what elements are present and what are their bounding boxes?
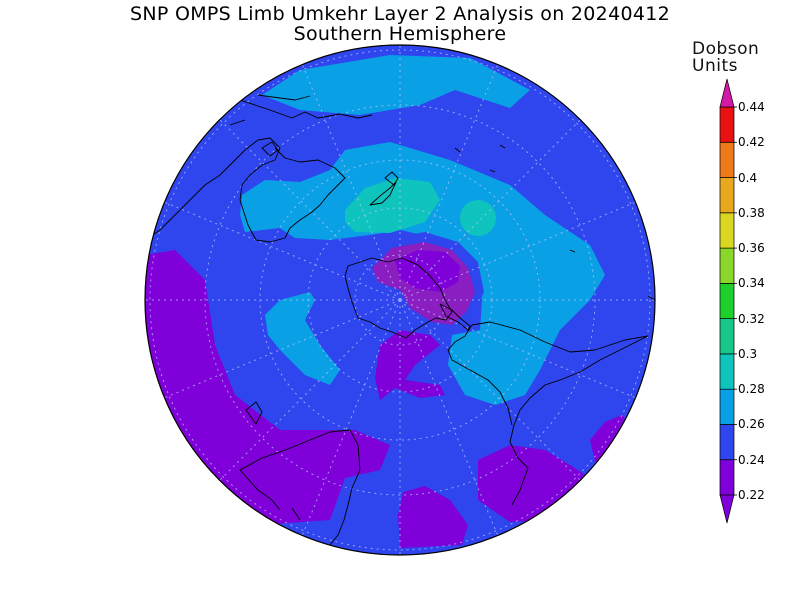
ozone-mid-region-central <box>240 142 605 405</box>
colorbar-label: 0.32 <box>738 311 765 326</box>
madagascar-coastline <box>245 401 263 425</box>
meridian-135 <box>399 119 581 301</box>
ozone-low-region-west <box>145 250 390 525</box>
colorbar-segment <box>719 459 735 496</box>
meridian-315 <box>399 299 581 481</box>
colorbar-segment <box>719 424 735 461</box>
antarctica-coastline <box>344 257 453 339</box>
colorbar-segment <box>719 247 735 284</box>
ozone-mid-region-north <box>262 55 530 115</box>
tasmania-coastline <box>261 141 279 157</box>
colorbar <box>719 78 737 524</box>
colorbar-label: 0.24 <box>738 452 765 467</box>
ozone-low-region-center <box>375 330 445 400</box>
pacific-islands <box>454 144 655 301</box>
colorbar-segment <box>719 318 735 355</box>
meridian-337 <box>399 63 499 301</box>
meridian-157 <box>301 299 401 537</box>
new-zealand-coastline <box>369 171 399 206</box>
colorbar-segment <box>719 212 735 249</box>
latitude-circle-20s <box>204 104 596 496</box>
colorbar-label: 0.44 <box>738 100 765 114</box>
colorbar-bottom-arrow <box>719 494 735 524</box>
meridian-67 <box>163 201 401 301</box>
africa-coastline <box>239 429 361 546</box>
ozone-high-region-east <box>460 200 496 236</box>
meridian-292 <box>399 201 637 301</box>
colorbar-segment <box>719 353 735 390</box>
colorbar-label: 0.4 <box>738 170 758 185</box>
colorbar-label: 0.26 <box>738 417 765 432</box>
ozone-low-region-east <box>590 415 630 462</box>
colorbar-segment <box>719 283 735 319</box>
colorbar-segment <box>719 388 735 425</box>
colorbar-segment <box>719 106 735 143</box>
ozone-field <box>145 45 655 555</box>
antarctic-peninsula-coastline <box>439 303 471 331</box>
colorbar-segment <box>719 141 735 178</box>
colorbar-label: 0.38 <box>738 205 765 220</box>
ozone-minimum-center <box>395 250 460 292</box>
colorbar-label: 0.22 <box>738 488 765 502</box>
colorbar-label: 0.28 <box>738 382 765 397</box>
ozone-low-region-south <box>398 486 468 548</box>
meridian-202 <box>399 299 499 537</box>
colorbar-label: 0.3 <box>738 346 758 361</box>
graticule <box>145 45 655 555</box>
meridian-225 <box>219 299 401 481</box>
colorbar-label: 0.36 <box>738 241 765 256</box>
map-title: SNP OMPS Limb Umkehr Layer 2 Analysis on… <box>129 3 671 25</box>
meridian-45 <box>219 119 401 301</box>
australia-coastline <box>145 137 346 243</box>
south-america-coastline <box>447 321 649 506</box>
colorbar-label: 0.42 <box>738 135 765 150</box>
colorbar-top-arrow <box>719 78 735 108</box>
map-boundary <box>144 44 656 556</box>
coastlines <box>145 94 655 546</box>
map-subtitle: Southern Hemisphere <box>293 23 507 45</box>
meridian-247 <box>399 299 637 399</box>
colorbar-label: 0.34 <box>738 276 765 291</box>
colorbar-title-line1: Dobson <box>692 39 760 59</box>
colorbar-segment <box>719 177 735 214</box>
latitude-circle-0 <box>149 49 651 551</box>
ozone-mid-region-west <box>265 292 340 385</box>
indonesia-coastline <box>229 94 373 126</box>
colorbar-title-line2: Units <box>692 56 738 76</box>
ozone-high-region-nz <box>345 178 440 233</box>
meridian-112 <box>163 299 401 399</box>
